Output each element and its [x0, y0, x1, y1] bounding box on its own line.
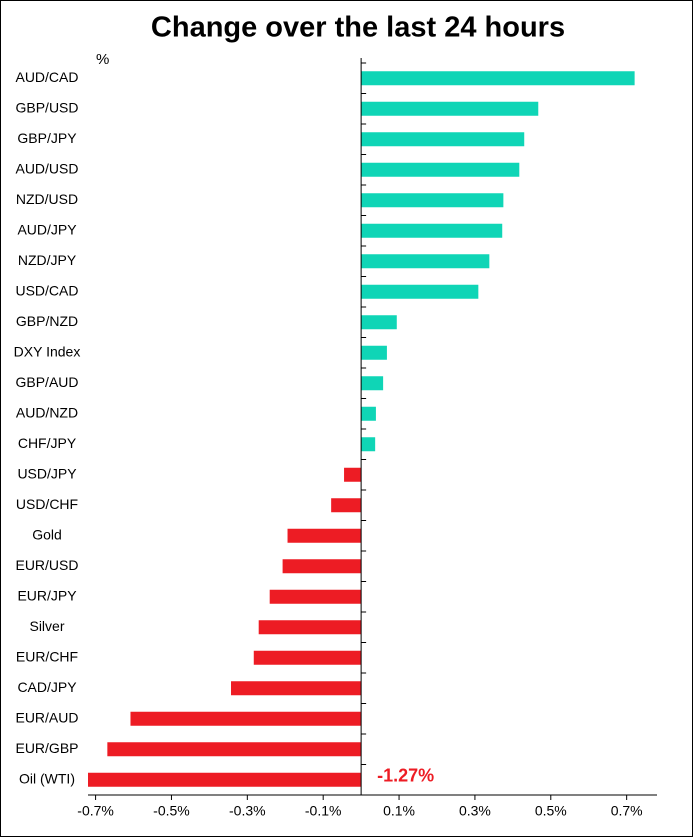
x-tick-label: -0.5%: [153, 803, 190, 819]
category-label: Oil (WTI): [19, 770, 75, 786]
category-label: EUR/CHF: [16, 648, 78, 664]
bar: [361, 193, 504, 208]
category-label: GBP/JPY: [17, 130, 77, 146]
bar: [361, 406, 376, 421]
category-label: EUR/GBP: [15, 740, 78, 756]
category-label: USD/CAD: [15, 282, 78, 298]
bar: [361, 132, 525, 147]
bar: [258, 620, 362, 635]
category-label: DXY Index: [14, 343, 81, 359]
x-tick-label: 0.5%: [535, 803, 567, 819]
category-label: AUD/USD: [15, 160, 78, 176]
bar: [130, 711, 362, 726]
x-tick-label: 0.3%: [459, 803, 491, 819]
x-tick-label: -0.1%: [305, 803, 342, 819]
category-label: AUD/CAD: [15, 69, 78, 85]
category-label: NZD/JPY: [18, 252, 77, 268]
category-label: CHF/JPY: [18, 435, 77, 451]
x-tick-label: -0.7%: [77, 803, 114, 819]
bar: [361, 71, 635, 86]
bar: [253, 650, 362, 665]
bar: [361, 101, 539, 116]
category-label: AUD/JPY: [17, 221, 77, 237]
category-label: Silver: [29, 618, 64, 634]
bar: [361, 223, 503, 238]
bar: [361, 162, 520, 177]
category-label: EUR/JPY: [17, 587, 77, 603]
bar: [361, 315, 397, 330]
bar: [331, 498, 362, 513]
bar: [107, 742, 362, 757]
category-label: Gold: [32, 526, 62, 542]
bar: [361, 437, 376, 452]
bar: [282, 559, 362, 574]
value-label: -1.27%: [377, 766, 434, 786]
category-label: GBP/AUD: [15, 374, 78, 390]
category-label: GBP/NZD: [16, 313, 78, 329]
bar: [287, 528, 362, 543]
bar: [269, 589, 362, 604]
category-label: AUD/NZD: [16, 404, 78, 420]
bar: [361, 345, 387, 360]
category-label: EUR/AUD: [15, 709, 78, 725]
category-label: CAD/JPY: [17, 679, 77, 695]
bar: [344, 467, 362, 482]
bar: [361, 284, 479, 299]
category-label: EUR/USD: [15, 557, 78, 573]
bar: [361, 376, 384, 391]
bar: [361, 254, 490, 269]
category-label: USD/CHF: [16, 496, 78, 512]
bar: [88, 772, 362, 787]
category-label: NZD/USD: [16, 191, 78, 207]
category-label: USD/JPY: [17, 465, 77, 481]
x-tick-label: 0.1%: [383, 803, 415, 819]
bars: [88, 71, 635, 787]
x-tick-label: 0.7%: [611, 803, 643, 819]
bar: [231, 681, 362, 696]
chart-title: Change over the last 24 hours: [151, 12, 565, 44]
x-tick-label: -0.3%: [229, 803, 266, 819]
unit-label: %: [96, 51, 109, 68]
category-label: GBP/USD: [15, 99, 78, 115]
